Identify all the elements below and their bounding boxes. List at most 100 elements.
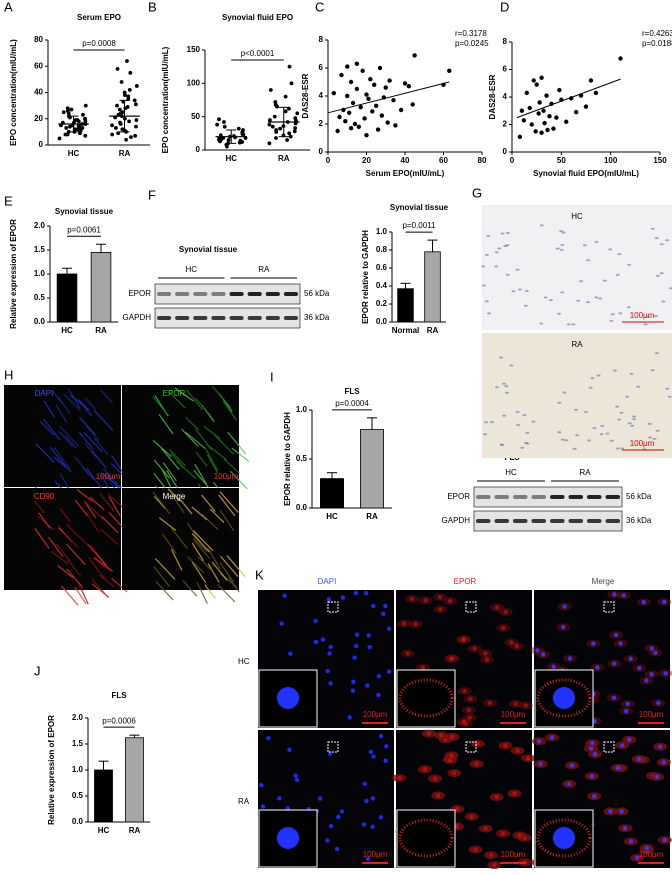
fiber (171, 549, 183, 571)
nucleus (619, 809, 624, 814)
fiber (193, 540, 211, 560)
nucleus (505, 391, 510, 394)
band (476, 519, 491, 523)
y-tick-label: 0 (39, 140, 44, 149)
nucleus (561, 625, 566, 630)
fiber (182, 580, 198, 597)
nucleus (466, 707, 472, 713)
nucleus (627, 263, 632, 266)
point (129, 135, 133, 140)
y-tick-label: 8 (503, 37, 508, 46)
scale-label: 100μm (363, 710, 388, 719)
nucleus (449, 753, 454, 758)
nucleus (422, 767, 428, 772)
point (238, 138, 243, 143)
nucleus (279, 621, 284, 626)
fiber (170, 527, 188, 550)
scale-label: 100μm (630, 311, 655, 320)
point (387, 78, 392, 83)
nucleus (641, 600, 646, 605)
x-tick-label: RA (119, 149, 131, 158)
nucleus (293, 773, 298, 778)
nucleus (364, 798, 369, 804)
point (287, 131, 292, 136)
nucleus (627, 422, 632, 425)
nucleus (504, 385, 509, 388)
nucleus (499, 443, 504, 446)
fiber (78, 399, 93, 417)
fiber (219, 562, 235, 583)
roi-box (465, 741, 477, 753)
nucleus (475, 741, 481, 746)
point (398, 107, 404, 113)
ihc-image (482, 205, 672, 330)
nucleus (625, 701, 630, 707)
nucleus (572, 447, 577, 450)
nucleus (484, 421, 489, 424)
nucleus (561, 231, 566, 234)
roi-box (327, 601, 339, 613)
bar (56, 273, 78, 323)
nucleus (555, 247, 560, 250)
nucleus (501, 625, 506, 631)
y-tick-label: 6 (503, 65, 508, 74)
nucleus (665, 239, 670, 242)
y-tick-label: 2.0 (72, 713, 84, 722)
nucleus (432, 776, 438, 781)
nucleus (472, 646, 477, 651)
nucleus (539, 322, 544, 325)
point (293, 126, 298, 130)
point (134, 102, 138, 107)
band (229, 316, 244, 320)
nucleus (467, 715, 472, 720)
nucleus (313, 618, 318, 624)
y-axis-label: DAS28-ESR (301, 73, 310, 118)
fiber (172, 496, 185, 514)
nucleus (525, 431, 530, 434)
size-label: 36 kDa (304, 313, 330, 322)
nucleus (483, 433, 488, 436)
blot-strip (154, 283, 301, 305)
nucleus (620, 743, 625, 748)
nucleus (362, 781, 367, 787)
nucleus (327, 751, 333, 756)
p-value: p=0.0061 (67, 225, 101, 234)
fiber (227, 431, 247, 455)
point (278, 126, 283, 131)
point (364, 133, 369, 138)
fiber (99, 492, 115, 512)
band (568, 495, 583, 499)
x-tick-label: RA (427, 326, 439, 335)
nucleus (599, 433, 604, 436)
group-label: RA (579, 468, 591, 477)
fiber (64, 435, 77, 449)
x-tick-label: 20 (362, 156, 371, 165)
nucleus (619, 411, 624, 414)
bar (90, 251, 112, 323)
point (118, 120, 123, 125)
nucleus (615, 447, 620, 450)
nucleus (653, 315, 658, 318)
nucleus (503, 609, 508, 615)
fiber (219, 509, 235, 532)
nucleus (655, 429, 660, 432)
nucleus (590, 740, 595, 746)
band (175, 292, 190, 296)
nucleus (353, 590, 359, 596)
band (265, 292, 280, 296)
point (618, 56, 623, 61)
fiber (99, 388, 114, 404)
point (412, 53, 417, 58)
nucleus (591, 641, 596, 646)
image-label: RA (571, 340, 583, 349)
nucleus (654, 774, 660, 779)
nucleus (647, 422, 652, 425)
fiber (74, 586, 87, 605)
fiber (78, 431, 94, 450)
fiber (212, 386, 232, 408)
nucleus (559, 230, 564, 233)
nucleus (483, 651, 488, 656)
band (247, 292, 262, 296)
fiber (219, 491, 239, 513)
fiber (42, 418, 61, 441)
